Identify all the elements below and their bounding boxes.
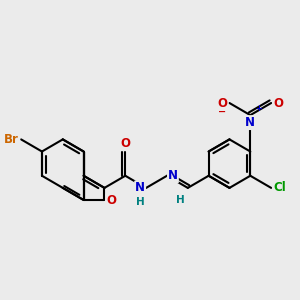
Text: −: − [218, 107, 226, 117]
Text: N: N [135, 182, 145, 194]
Text: O: O [218, 97, 228, 110]
Text: N: N [245, 116, 255, 129]
Text: O: O [120, 136, 130, 150]
Text: O: O [273, 97, 283, 110]
Text: N: N [168, 169, 178, 182]
Text: H: H [136, 197, 145, 207]
Text: +: + [256, 104, 262, 113]
Text: O: O [106, 194, 116, 208]
Text: Cl: Cl [273, 182, 286, 194]
Text: Br: Br [4, 133, 19, 146]
Text: H: H [176, 196, 184, 206]
